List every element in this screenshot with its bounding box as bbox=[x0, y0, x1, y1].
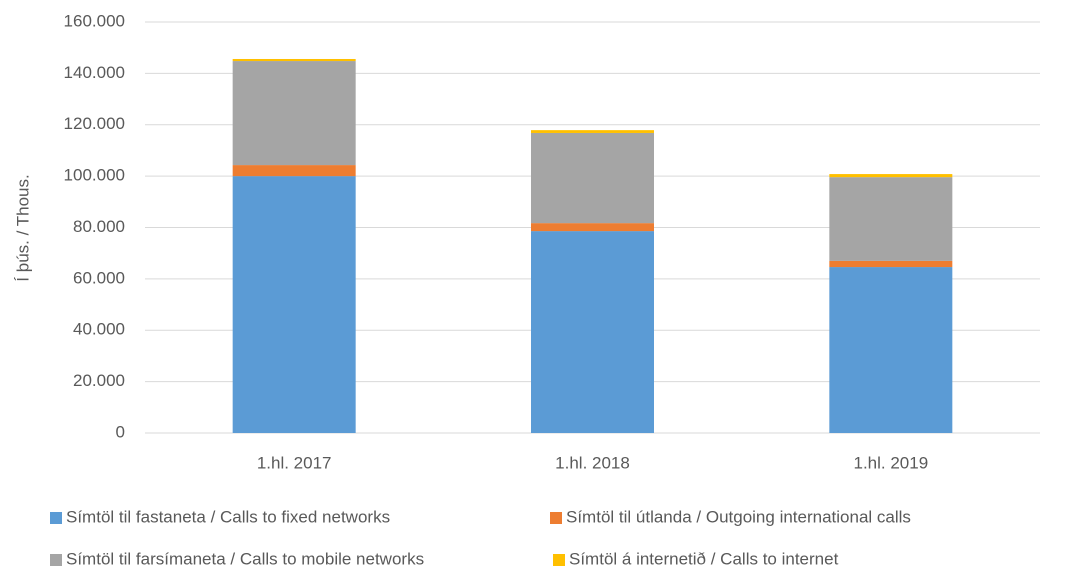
y-tick-label: 160.000 bbox=[64, 11, 125, 30]
legend-swatch bbox=[50, 512, 62, 524]
y-tick-label: 80.000 bbox=[73, 217, 125, 236]
bar-segment bbox=[531, 223, 654, 232]
y-tick-label: 60.000 bbox=[73, 268, 125, 287]
y-tick-label: 140.000 bbox=[64, 63, 125, 82]
bar-segment bbox=[829, 177, 953, 261]
bar-segment bbox=[829, 174, 953, 178]
legend-label: Símtöl til farsímaneta / Calls to mobile… bbox=[66, 549, 424, 568]
bar-segment bbox=[829, 260, 953, 268]
bar-segment bbox=[829, 267, 953, 433]
bar-segment bbox=[531, 130, 654, 133]
y-tick-label: 100.000 bbox=[64, 166, 125, 185]
legend-label: Símtöl á internetið / Calls to internet bbox=[569, 549, 839, 568]
y-tick-label: 0 bbox=[116, 422, 125, 441]
legend-swatch bbox=[550, 512, 562, 524]
bar-segment bbox=[232, 176, 356, 433]
y-tick-label: 20.000 bbox=[73, 371, 125, 390]
legend-swatch bbox=[50, 554, 62, 566]
bar-segment bbox=[232, 165, 356, 177]
x-tick-label: 1.hl. 2017 bbox=[257, 453, 332, 472]
legend-label: Símtöl til útlanda / Outgoing internatio… bbox=[566, 507, 911, 526]
x-tick-label: 1.hl. 2018 bbox=[555, 453, 630, 472]
y-tick-label: 40.000 bbox=[73, 320, 125, 339]
y-axis-label: Í þús. / Thous. bbox=[13, 174, 32, 281]
legend-swatch bbox=[553, 554, 565, 566]
bar-segment bbox=[232, 58, 356, 62]
x-tick-label: 1.hl. 2019 bbox=[853, 453, 928, 472]
bar-segment bbox=[531, 231, 654, 433]
y-tick-label: 120.000 bbox=[64, 114, 125, 133]
legend-label: Símtöl til fastaneta / Calls to fixed ne… bbox=[66, 507, 390, 526]
bar-segment bbox=[232, 61, 356, 166]
bar-segment bbox=[531, 132, 654, 224]
